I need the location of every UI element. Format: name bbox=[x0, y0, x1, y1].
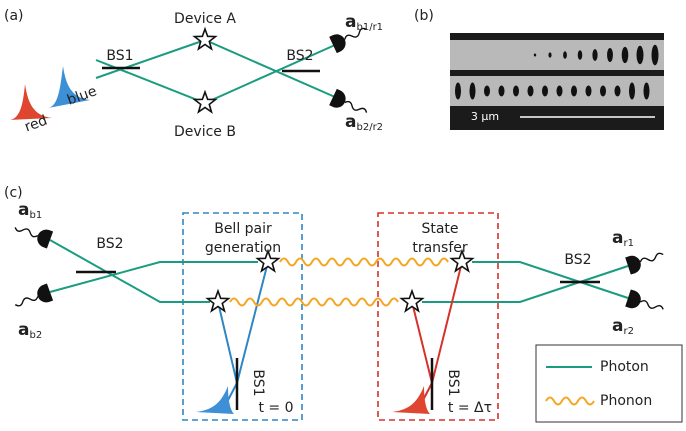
blue-pulse bbox=[196, 386, 234, 414]
detector bbox=[11, 218, 54, 250]
legend bbox=[535, 344, 683, 423]
hole bbox=[643, 82, 650, 100]
device bbox=[193, 91, 217, 113]
time-label: t = 0 bbox=[258, 400, 293, 416]
symbol: a bbox=[345, 112, 356, 132]
symbol: a bbox=[612, 228, 623, 248]
hole bbox=[469, 82, 476, 100]
device bbox=[193, 28, 217, 50]
phonon-path bbox=[279, 257, 449, 267]
scale-label: 3 μm bbox=[471, 110, 499, 123]
hole bbox=[621, 46, 629, 64]
symbol: a bbox=[612, 316, 623, 336]
bs-label: BS1 bbox=[250, 369, 266, 396]
pulse-label: blue bbox=[65, 83, 99, 108]
hole bbox=[484, 85, 490, 97]
subscript: r1 bbox=[623, 238, 633, 249]
hole bbox=[571, 85, 577, 97]
photon-path bbox=[411, 261, 463, 384]
bell-box bbox=[182, 212, 303, 421]
device bbox=[206, 290, 230, 312]
hole bbox=[651, 44, 659, 66]
hole bbox=[513, 85, 519, 97]
device bbox=[400, 290, 424, 312]
output-label: ar1 bbox=[612, 228, 634, 249]
box-title: State bbox=[421, 221, 458, 237]
output-label: ab2 bbox=[18, 320, 42, 341]
hole bbox=[556, 85, 563, 97]
subscript: b2/r2 bbox=[356, 122, 383, 133]
legend-label: Photon bbox=[600, 359, 649, 375]
panel-label: (a) bbox=[4, 8, 24, 24]
subscript: b2 bbox=[29, 330, 42, 341]
hole bbox=[600, 85, 606, 97]
detector bbox=[624, 288, 667, 319]
bs-label: BS1 bbox=[106, 48, 133, 64]
phonon-path bbox=[229, 297, 399, 307]
subscript: r2 bbox=[623, 326, 633, 337]
subscript: b1 bbox=[29, 210, 42, 221]
box-title: Bell pair bbox=[214, 221, 272, 237]
symbol: a bbox=[18, 320, 29, 340]
bs-label: BS2 bbox=[96, 236, 123, 252]
output-label: ab2/r2 bbox=[345, 112, 383, 133]
symbol: a bbox=[345, 12, 356, 32]
panel-label: (b) bbox=[414, 8, 434, 24]
hole bbox=[455, 82, 461, 100]
photon-path bbox=[422, 261, 629, 303]
output-label: ab1 bbox=[18, 200, 42, 221]
device-label: Device A bbox=[174, 11, 236, 27]
hole bbox=[636, 45, 644, 65]
hole bbox=[548, 52, 552, 58]
hole bbox=[585, 85, 592, 97]
output-label: ab1/r1 bbox=[345, 12, 383, 33]
hole bbox=[577, 50, 583, 60]
phonon-paths bbox=[229, 257, 449, 307]
transfer-box bbox=[377, 212, 499, 421]
photon-path bbox=[217, 261, 269, 384]
time-label: t = Δτ bbox=[448, 400, 492, 416]
photon-path bbox=[49, 239, 258, 303]
legend-swatch bbox=[545, 396, 595, 406]
hole bbox=[533, 53, 537, 57]
pulse-label: red bbox=[22, 113, 49, 136]
bs-label: BS2 bbox=[286, 48, 313, 64]
subscript: b1/r1 bbox=[356, 22, 383, 33]
bs-label: BS2 bbox=[564, 252, 591, 268]
hole bbox=[542, 85, 548, 97]
sem-image bbox=[450, 33, 664, 130]
device-label: Device B bbox=[174, 124, 236, 140]
box-title: generation bbox=[205, 240, 281, 256]
blue-pulse bbox=[48, 66, 90, 108]
red-pulse bbox=[392, 386, 430, 414]
hole bbox=[629, 82, 635, 100]
detector bbox=[624, 245, 667, 276]
symbol: a bbox=[18, 200, 29, 220]
output-label: ar2 bbox=[612, 316, 634, 337]
bs-label: BS1 bbox=[445, 369, 461, 396]
legend-label: Phonon bbox=[600, 393, 652, 409]
hole bbox=[563, 51, 567, 59]
hole bbox=[527, 85, 534, 97]
box-title: transfer bbox=[412, 240, 468, 256]
hole bbox=[592, 49, 598, 61]
detector bbox=[11, 282, 54, 314]
hole bbox=[614, 85, 621, 97]
hole bbox=[607, 48, 613, 62]
red-pulse bbox=[8, 84, 52, 120]
panel-label: (c) bbox=[4, 185, 23, 201]
hole bbox=[498, 85, 505, 97]
